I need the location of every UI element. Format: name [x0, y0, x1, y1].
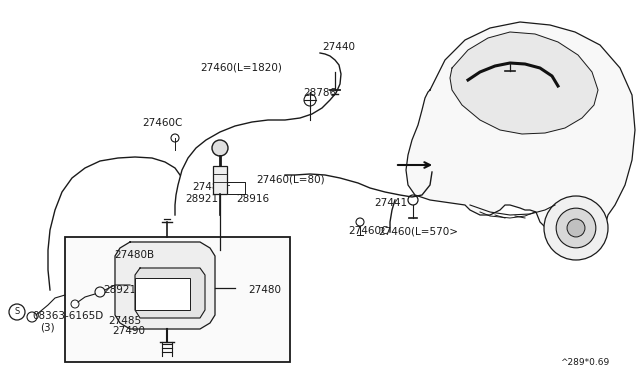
Circle shape — [567, 219, 585, 237]
Text: (3): (3) — [40, 322, 54, 332]
Text: 27480F: 27480F — [192, 182, 231, 192]
Polygon shape — [406, 22, 635, 237]
Text: 28786: 28786 — [303, 88, 336, 98]
Bar — [65, 237, 290, 362]
Text: 27460(L=80): 27460(L=80) — [256, 174, 324, 184]
Text: 08363-6165D: 08363-6165D — [32, 311, 103, 321]
Text: 27480B: 27480B — [114, 250, 154, 260]
Text: 27460(L=570>: 27460(L=570> — [378, 226, 458, 236]
Text: ^289*0.69: ^289*0.69 — [560, 358, 609, 367]
Circle shape — [212, 140, 228, 156]
Bar — [135, 278, 190, 310]
Text: 27460C: 27460C — [348, 226, 388, 236]
Text: 27440: 27440 — [322, 42, 355, 52]
Circle shape — [556, 208, 596, 248]
Text: 27490: 27490 — [112, 326, 145, 336]
Polygon shape — [450, 32, 598, 134]
Text: 27460C: 27460C — [142, 118, 182, 128]
Text: S: S — [14, 308, 20, 317]
Polygon shape — [115, 242, 215, 329]
Text: 27485: 27485 — [108, 316, 141, 326]
Text: 28921: 28921 — [185, 194, 218, 204]
Text: 28916: 28916 — [236, 194, 269, 204]
Text: 27441: 27441 — [374, 198, 407, 208]
Polygon shape — [135, 268, 205, 318]
Circle shape — [544, 196, 608, 260]
Text: 28921M: 28921M — [103, 285, 145, 295]
Text: 27460(L=1820): 27460(L=1820) — [200, 62, 282, 72]
Text: 27480: 27480 — [248, 285, 281, 295]
Bar — [213, 166, 227, 194]
